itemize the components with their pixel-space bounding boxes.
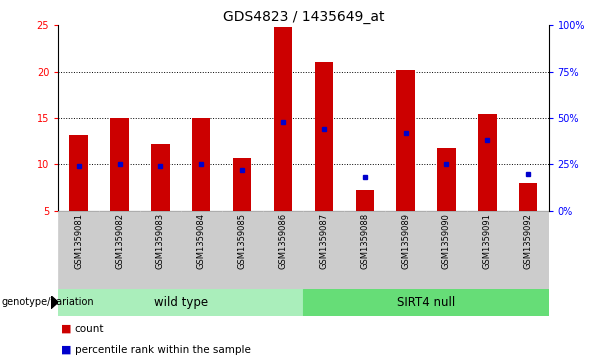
Text: GSM1359090: GSM1359090	[442, 213, 451, 269]
Bar	[385, 211, 426, 289]
Bar	[140, 211, 181, 289]
Bar	[151, 144, 170, 211]
Text: GSM1359087: GSM1359087	[319, 213, 329, 269]
Bar	[303, 211, 345, 289]
Text: GSM1359091: GSM1359091	[483, 213, 492, 269]
Text: genotype/variation: genotype/variation	[1, 297, 94, 307]
Polygon shape	[51, 295, 58, 309]
Bar	[345, 211, 385, 289]
Bar	[467, 211, 508, 289]
Bar	[69, 135, 88, 211]
Text: count: count	[75, 324, 104, 334]
Title: GDS4823 / 1435649_at: GDS4823 / 1435649_at	[223, 11, 384, 24]
Text: ■: ■	[61, 345, 72, 355]
Text: SIRT4 null: SIRT4 null	[397, 296, 455, 309]
Text: GSM1359081: GSM1359081	[74, 213, 83, 269]
Bar	[314, 62, 333, 211]
Bar	[58, 289, 303, 316]
Text: wild type: wild type	[154, 296, 208, 309]
Bar	[110, 118, 129, 211]
Text: GSM1359083: GSM1359083	[156, 213, 165, 269]
Bar	[478, 114, 497, 211]
Bar	[519, 183, 538, 211]
Bar	[437, 148, 455, 211]
Bar	[222, 211, 262, 289]
Bar	[192, 118, 210, 211]
Bar	[58, 211, 99, 289]
Text: GSM1359092: GSM1359092	[524, 213, 533, 269]
Text: ■: ■	[61, 324, 72, 334]
Bar	[397, 70, 415, 211]
Bar	[233, 158, 251, 211]
Text: percentile rank within the sample: percentile rank within the sample	[75, 345, 251, 355]
Text: GSM1359084: GSM1359084	[197, 213, 206, 269]
Text: GSM1359082: GSM1359082	[115, 213, 124, 269]
Text: GSM1359088: GSM1359088	[360, 213, 369, 269]
Bar	[181, 211, 222, 289]
Text: GSM1359089: GSM1359089	[401, 213, 410, 269]
Bar	[303, 289, 549, 316]
Bar	[356, 190, 374, 211]
Bar	[99, 211, 140, 289]
Text: GSM1359085: GSM1359085	[238, 213, 246, 269]
Bar	[426, 211, 467, 289]
Bar	[274, 27, 292, 211]
Bar	[508, 211, 549, 289]
Bar	[262, 211, 303, 289]
Text: GSM1359086: GSM1359086	[278, 213, 287, 269]
